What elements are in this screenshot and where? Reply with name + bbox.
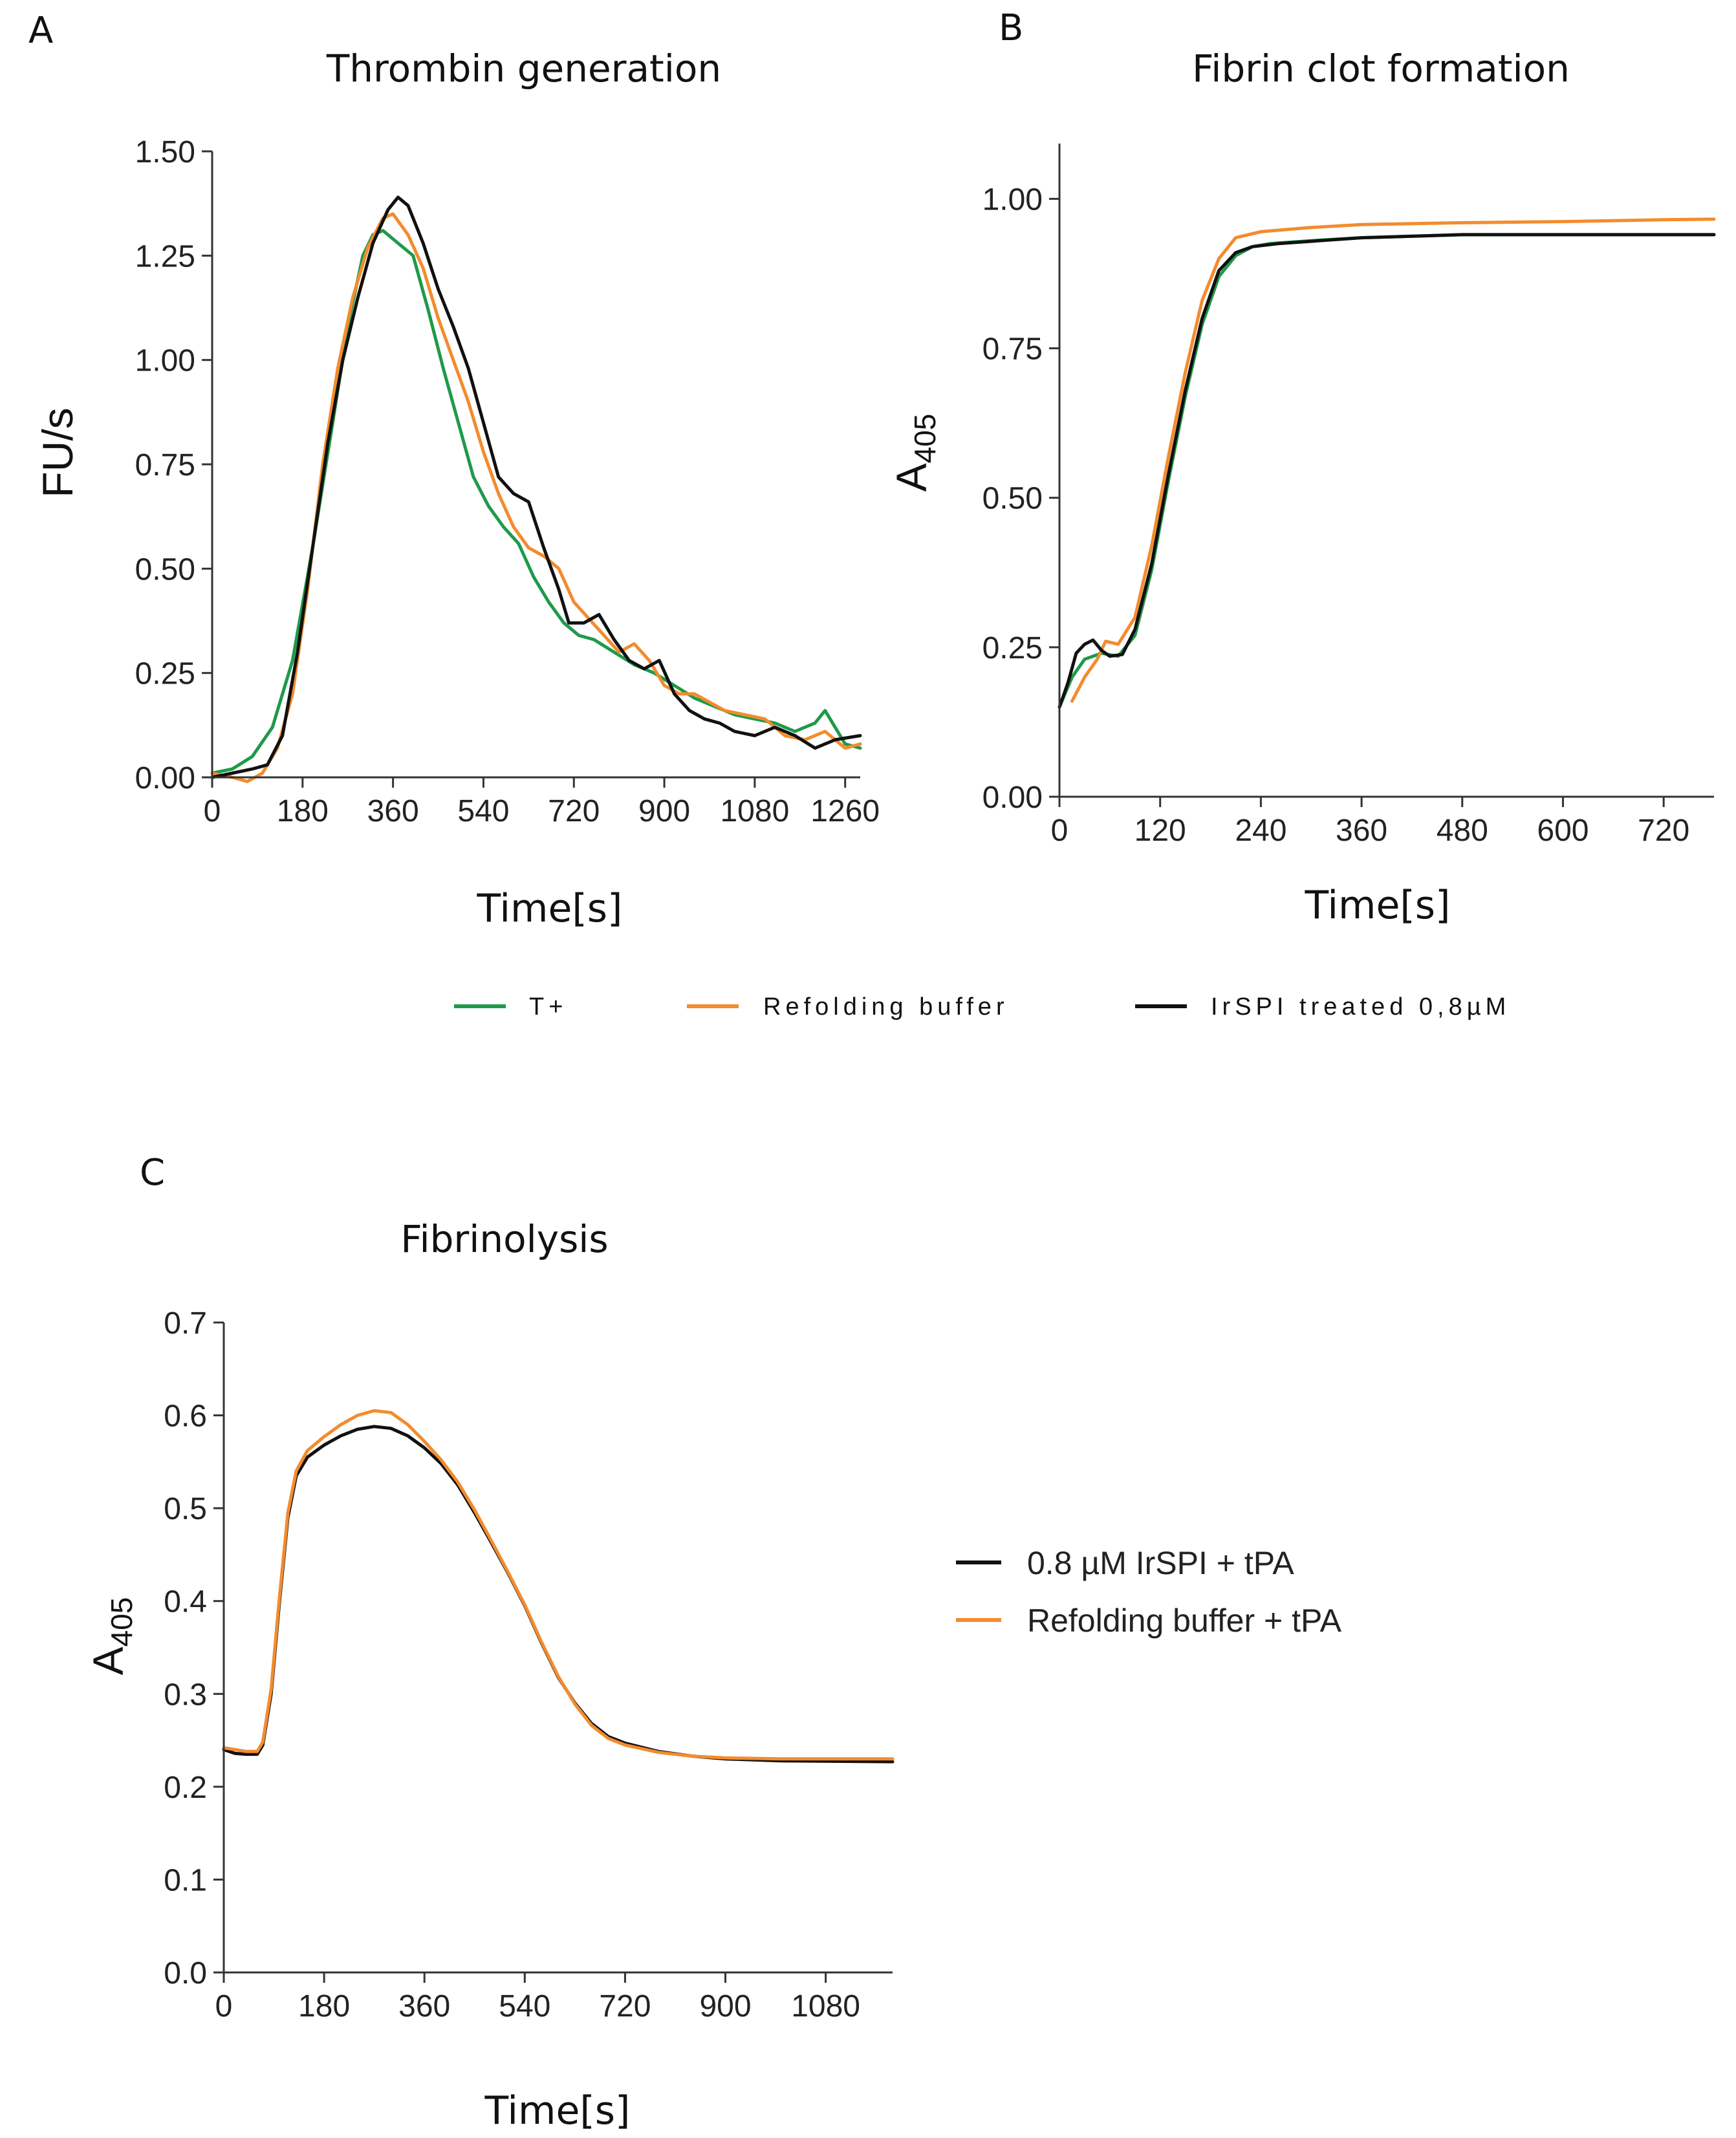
chart-b-ytick-label: 1.00 [982, 182, 1043, 217]
chart-c-xtick-label: 540 [499, 1989, 550, 2024]
chart-c-xtick-label: 180 [298, 1989, 350, 2024]
chart-b-ytick-label: 0.00 [982, 781, 1043, 815]
chart-b-xtick-label: 720 [1638, 814, 1689, 848]
chart-b-xtick-label: 600 [1537, 814, 1589, 848]
chart-c-title: Fibrinolysis [400, 1217, 608, 1261]
chart-b-ytick-label: 0.75 [982, 332, 1043, 367]
legend-c: 0.8 µM IrSPI + tPA Refolding buffer + tP… [956, 1545, 1342, 1639]
chart-b-xtick-label: 120 [1134, 814, 1186, 848]
chart-c-ytick-label: 0.2 [164, 1771, 207, 1805]
chart-a-ytick-label: 1.50 [135, 135, 195, 169]
chart-a-ytick-label: 1.00 [135, 344, 195, 378]
chart-b-title: Fibrin clot formation [1192, 47, 1570, 91]
chart-b-ylabel: A405 [887, 414, 942, 492]
chart-a-xtick-label: 180 [277, 794, 329, 828]
chart-b-xlabel: Time[s] [1305, 883, 1451, 928]
chart-a-xtick-label: 0 [204, 794, 221, 828]
chart-a-ytick-label: 0.75 [135, 448, 195, 482]
chart-c-ytick-label: 0.5 [164, 1492, 207, 1526]
legend-ab: T+ Refolding buffer IrSPI treated 0,8µM [454, 993, 1510, 1020]
chart-a-xtick-label: 1260 [810, 794, 880, 828]
chart-a-series-irspi-treated-0-8-m [210, 195, 862, 779]
legend-label-irspi-treated: IrSPI treated 0,8µM [1211, 993, 1510, 1020]
chart-b-series-t [1058, 233, 1716, 709]
chart-fibrinolysis: Fibrinolysis 0.0 0.1 0.2 0.3 0.4 0.5 0.6 0.7 0 18… [84, 1217, 895, 2133]
chart-a-ytick-label: 0.50 [135, 552, 195, 587]
chart-a-xtick-label: 540 [457, 794, 509, 828]
chart-b-xtick-label: 360 [1336, 814, 1387, 848]
panel-letter-b: B [999, 7, 1023, 49]
chart-a-xtick-label: 720 [548, 794, 600, 828]
legend-label-refolding-buffer: Refolding buffer [763, 993, 1009, 1020]
chart-c-xtick-label: 900 [699, 1989, 751, 2024]
chart-a-ytick-label: 1.25 [135, 239, 195, 274]
chart-a-title: Thrombin generation [326, 47, 721, 91]
chart-b-xtick-label: 0 [1051, 814, 1069, 848]
chart-a-series-refolding-buffer [210, 212, 862, 783]
chart-b-xtick-label: 480 [1437, 814, 1488, 848]
chart-c-ytick-label: 0.6 [164, 1399, 207, 1434]
chart-b-ytick-label: 0.50 [982, 482, 1043, 516]
chart-b-ytick-label: 0.25 [982, 631, 1043, 665]
chart-c-xtick-label: 720 [599, 1989, 651, 2024]
chart-a-xtick-label: 900 [638, 794, 690, 828]
chart-c-series-refolding-buffer-tpa [222, 1409, 895, 1761]
chart-b-series-refolding-buffer [1070, 217, 1716, 703]
chart-c-series-0-8-m-irspi-tpa [222, 1425, 895, 1764]
chart-c-xtick-label: 1080 [791, 1989, 860, 2024]
chart-c-ytick-label: 0.3 [164, 1678, 207, 1712]
chart-c-ytick-label: 0.4 [164, 1585, 207, 1619]
chart-c-ylabel: A405 [84, 1597, 138, 1676]
chart-b-xtick-label: 240 [1235, 814, 1286, 848]
chart-c-xlabel: Time[s] [484, 2088, 631, 2133]
chart-c-ytick-label: 0.1 [164, 1863, 207, 1897]
panel-letter-a: A [28, 10, 53, 52]
chart-a-ylabel: FU/s [34, 407, 81, 497]
chart-a-series-t [210, 229, 862, 775]
chart-thrombin-generation: Thrombin generation 0.00 0.25 0.50 0.75 1.00… [34, 47, 880, 931]
chart-b-series-irspi-treated-0-8-m [1058, 233, 1716, 709]
legend-label-refolding-buffer-tpa: Refolding buffer + tPA [1027, 1603, 1342, 1639]
legend-label-irspi-tpa: 0.8 µM IrSPI + tPA [1027, 1545, 1294, 1581]
chart-fibrin-clot-formation: Fibrin clot formation 0.00 0.25 0.50 0.75 1.… [887, 47, 1716, 928]
chart-a-xtick-label: 360 [367, 794, 419, 828]
panel-letter-c: C [140, 1152, 165, 1194]
chart-a-ytick-label: 0.25 [135, 657, 195, 691]
chart-a-xtick-label: 1080 [720, 794, 789, 828]
chart-c-ytick-label: 0.0 [164, 1956, 207, 1991]
chart-c-xtick-label: 360 [398, 1989, 450, 2024]
chart-c-ytick-label: 0.7 [164, 1306, 207, 1341]
chart-c-xtick-label: 0 [215, 1989, 233, 2024]
legend-label-t-plus: T+ [529, 993, 567, 1020]
chart-a-ytick-label: 0.00 [135, 761, 195, 795]
chart-a-xlabel: Time[s] [477, 886, 623, 931]
